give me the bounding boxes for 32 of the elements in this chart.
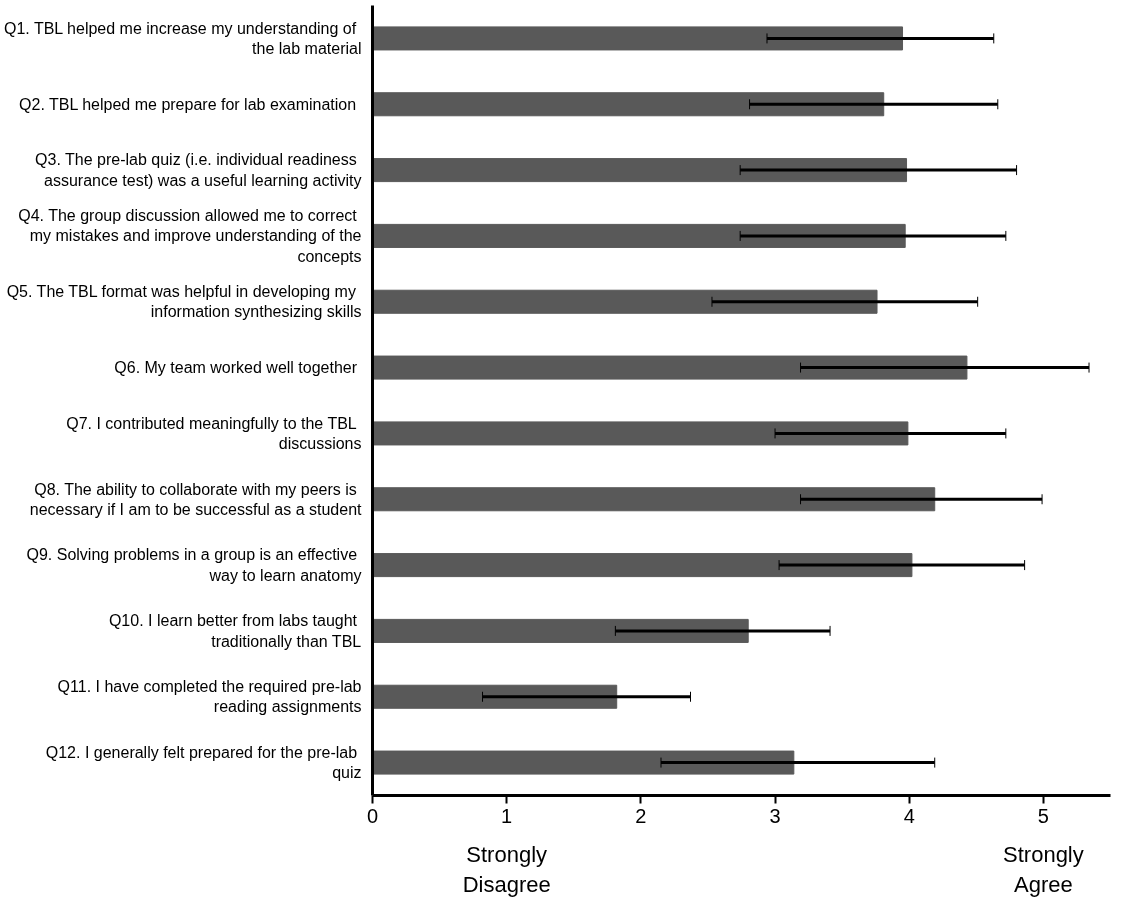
bar (372, 618, 749, 643)
x-tick-label: 0 (366, 804, 379, 827)
y-tick-label: Q7. I contributed meaningfully to the TBL discussions (66, 414, 362, 453)
y-tick-label: Q1. TBL helped me increase my understanding of the lab material (3, 19, 362, 58)
y-tick-label: Q6. My team worked well together (114, 359, 358, 377)
x-tick-label: 5 (1037, 804, 1049, 827)
bar (372, 750, 795, 775)
y-tick-label: Q10. I learn better from labs taught traditionally than TBL (108, 612, 362, 650)
y-tick-label: Q5. The TBL format was helpful in developing my information synthesizing skills (6, 283, 362, 321)
x-tick-label: 2 (635, 804, 647, 827)
bar (372, 92, 885, 117)
y-tick-label: Q12. I generally felt prepared for the pre-lab quiz (45, 743, 362, 782)
y-tick-label: Q2. TBL helped me prepare for lab examination (19, 95, 357, 113)
bar (372, 223, 906, 248)
bar (372, 421, 909, 446)
y-tick-label: Q8. The ability to collaborate with my peers is necessary if I am to be successful as a student (29, 480, 363, 518)
bar (372, 158, 908, 183)
bar (372, 684, 618, 709)
y-tick-label: Q11. I have completed the required pre-lab reading assignments (57, 678, 362, 716)
bar (372, 26, 904, 51)
x-tick-label: 4 (903, 804, 915, 827)
x-tick-label: 3 (769, 804, 781, 827)
y-tick-label: Q9. Solving problems in a group is an effective way to learn anatomy (26, 546, 362, 584)
y-tick-label: Q3. The pre-lab quiz (i.e. individual readiness assurance test) was a useful learning activity (35, 151, 362, 189)
y-tick-label: Q4. The group discussion allowed me to correct my mistakes and improve understanding of the concepts (18, 207, 362, 265)
bar (372, 487, 936, 512)
text: Strongly Agree (1003, 841, 1084, 897)
text: Strongly Disagree (462, 841, 551, 897)
bar (372, 553, 913, 578)
x-tick-label: 1 (501, 804, 513, 827)
bar (372, 289, 878, 314)
bar (372, 355, 968, 380)
